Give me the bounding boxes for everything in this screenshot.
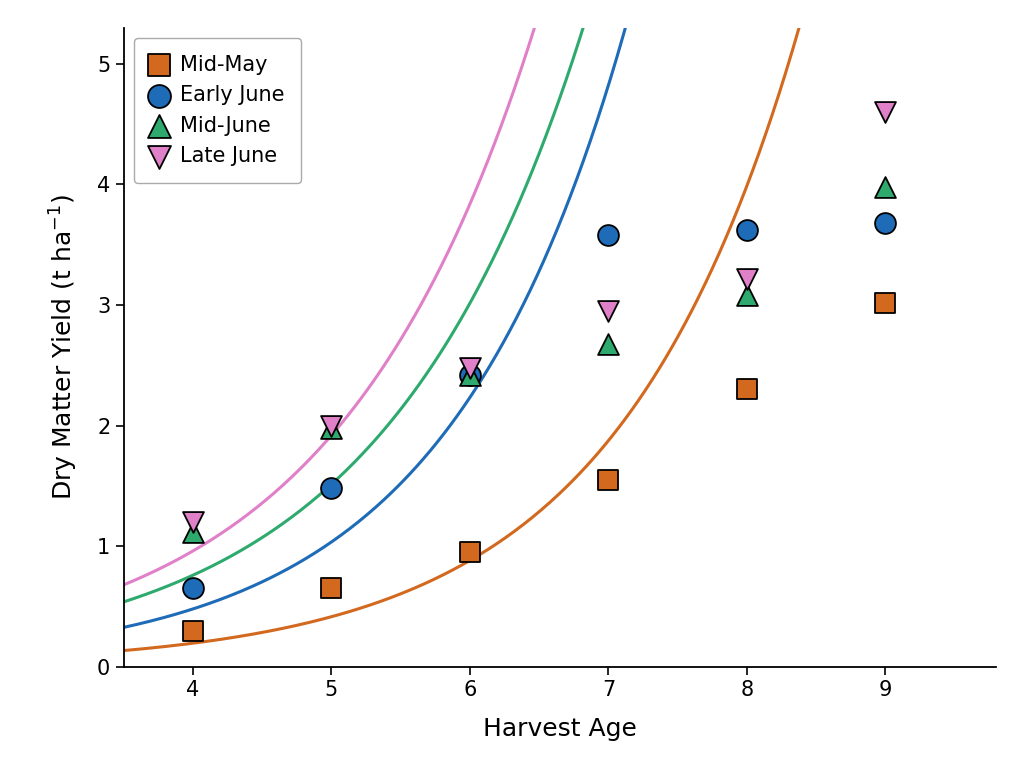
Mid-May bbox=[184, 624, 201, 637]
Mid-May bbox=[878, 296, 894, 309]
Late June bbox=[184, 516, 201, 528]
Mid-June bbox=[324, 422, 340, 434]
Late June bbox=[878, 106, 894, 118]
Early June bbox=[184, 582, 201, 594]
Mid-May bbox=[462, 546, 478, 558]
Mid-June bbox=[738, 289, 755, 302]
Early June bbox=[600, 229, 616, 241]
Mid-June bbox=[462, 368, 478, 381]
X-axis label: Harvest Age: Harvest Age bbox=[483, 717, 637, 741]
Early June bbox=[462, 368, 478, 381]
Mid-May bbox=[324, 582, 340, 594]
Mid-June bbox=[600, 337, 616, 350]
Late June bbox=[462, 361, 478, 374]
Early June bbox=[324, 482, 340, 495]
Mid-June bbox=[184, 525, 201, 538]
Late June bbox=[600, 305, 616, 318]
Mid-June bbox=[878, 180, 894, 193]
Legend: Mid-May, Early June, Mid-June, Late June: Mid-May, Early June, Mid-June, Late June bbox=[134, 38, 301, 183]
Late June bbox=[324, 419, 340, 432]
Early June bbox=[738, 224, 755, 237]
Early June bbox=[878, 217, 894, 230]
Y-axis label: Dry Matter Yield (t ha$^{-1}$): Dry Matter Yield (t ha$^{-1}$) bbox=[48, 194, 81, 500]
Mid-May bbox=[600, 474, 616, 486]
Mid-May bbox=[738, 383, 755, 396]
Late June bbox=[738, 272, 755, 285]
